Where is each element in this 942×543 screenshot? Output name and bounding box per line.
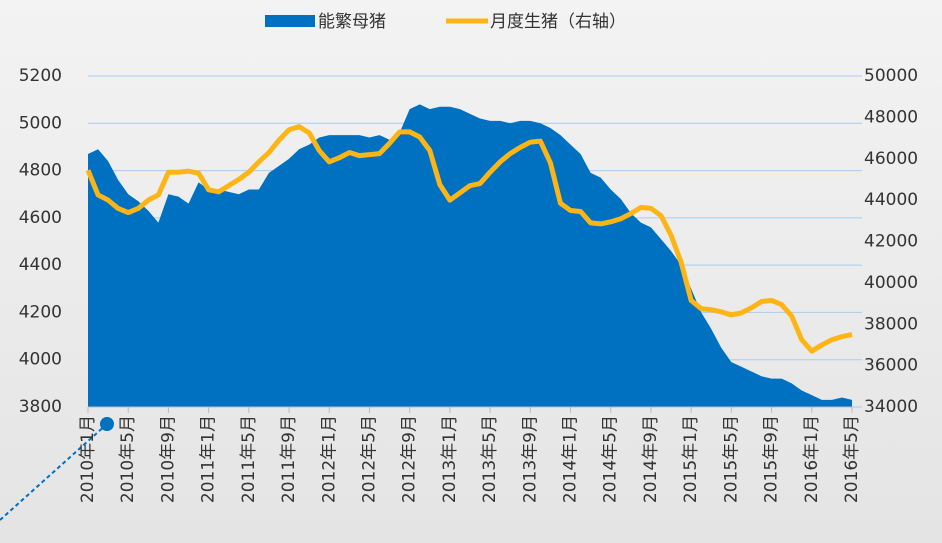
x-tick-label: 2013年5月 [480,415,500,503]
y-tick-label: 4800 [19,161,62,181]
x-tick-label: 2010年5月 [118,415,138,503]
x-tick-label: 2010年1月 [78,415,98,503]
y-tick-label: 5200 [19,66,62,86]
legend-label: 能繁母猪 [318,12,386,32]
y2-tick-label: 48000 [864,107,918,127]
y-tick-label: 4000 [19,350,62,370]
y2-tick-label: 34000 [864,397,918,417]
x-tick-label: 2016年5月 [842,415,862,503]
y-tick-label: 4200 [19,302,62,322]
x-tick-label: 2015年9月 [762,415,782,503]
y2-tick-label: 40000 [864,273,918,293]
x-tick-label: 2011年5月 [239,415,259,503]
x-tick-label: 2011年1月 [199,415,219,503]
x-tick-label: 2015年5月 [721,415,741,503]
x-tick-label: 2012年9月 [400,415,420,503]
y2-tick-label: 46000 [864,149,918,169]
area [88,104,852,407]
x-tick-label: 2016年1月 [802,415,822,503]
y-tick-label: 5000 [19,113,62,133]
x-tick-label: 2012年1月 [319,415,339,503]
x-tick-label: 2012年5月 [359,415,379,503]
x-tick-label: 2013年9月 [520,415,540,503]
y-tick-label: 4400 [19,255,62,275]
y2-tick-label: 38000 [864,314,918,334]
x-tick-label: 2013年1月 [440,415,460,503]
legend-label: 月度生猪（右轴） [490,12,626,32]
legend-swatch [265,15,315,27]
x-tick-label: 2014年1月 [561,415,581,503]
decoration-dot [100,417,114,431]
y2-tick-label: 42000 [864,232,918,252]
y2-tick-label: 36000 [864,356,918,376]
y2-tick-label: 50000 [864,66,918,86]
x-tick-label: 2011年9月 [279,415,299,503]
y-tick-label: 3800 [19,397,62,417]
y-tick-label: 4600 [19,208,62,228]
legend: 能繁母猪 月度生猪（右轴） [265,12,626,32]
x-tick-label: 2014年5月 [601,415,621,503]
y2-tick-label: 44000 [864,190,918,210]
x-tick-label: 2010年9月 [158,415,178,503]
decoration-line [0,423,108,521]
line [85,124,853,354]
x-tick-label: 2015年1月 [681,415,701,503]
x-tick-label: 2014年9月 [641,415,661,503]
